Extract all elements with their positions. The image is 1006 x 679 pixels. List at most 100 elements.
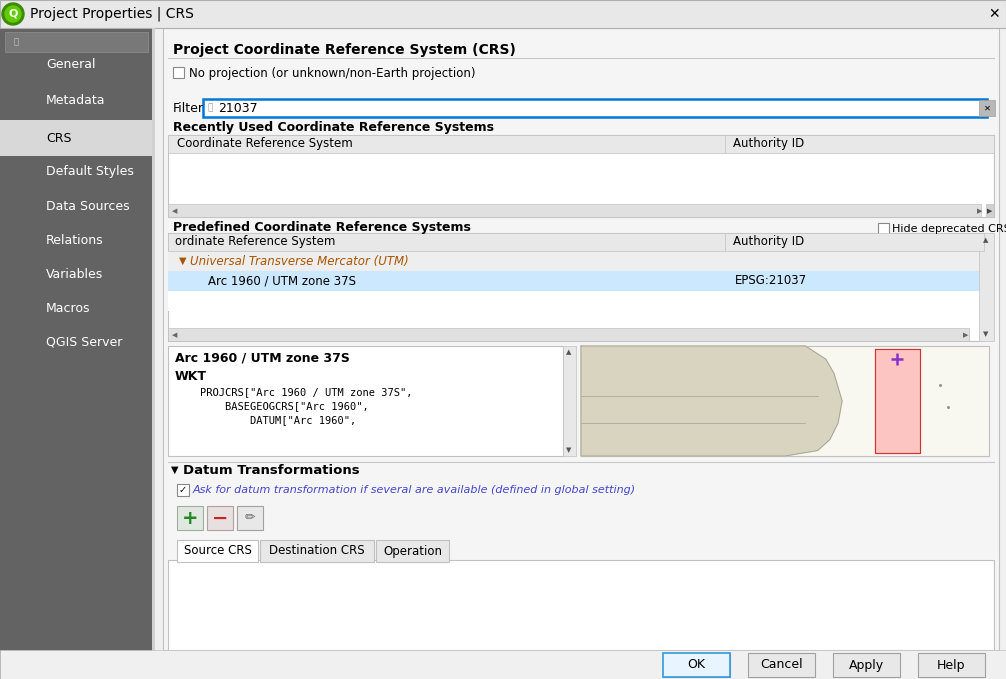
Bar [168,560,994,650]
Text: Apply: Apply [849,659,884,672]
Text: Project Coordinate Reference System (CRS): Project Coordinate Reference System (CRS… [173,43,516,57]
Text: −: − [212,509,228,528]
Text: EPSG:21037: EPSG:21037 [735,274,807,287]
Bar [168,291,984,311]
Text: No projection (or unknown/non-Earth projection): No projection (or unknown/non-Earth proj… [189,67,476,79]
Text: OK: OK [687,659,705,672]
Bar [0,28,155,679]
Text: General: General [46,58,96,71]
Polygon shape [581,346,842,456]
Bar [563,346,576,456]
Text: ▼: ▼ [983,331,989,337]
Text: Predefined Coordinate Reference Systems: Predefined Coordinate Reference Systems [173,221,471,234]
Text: Operation: Operation [383,545,442,557]
Bar [979,233,994,341]
Circle shape [2,3,24,25]
Bar [833,653,900,677]
Bar [979,100,995,116]
Text: ▶: ▶ [987,208,993,214]
Text: Destination CRS: Destination CRS [270,545,365,557]
Text: Arc 1960 / UTM zone 37S: Arc 1960 / UTM zone 37S [175,352,350,365]
Bar [0,650,1006,679]
Bar [918,653,985,677]
Text: Hide deprecated CRSs: Hide deprecated CRSs [892,224,1006,234]
Bar [163,28,999,650]
Bar [168,328,969,341]
Text: ✓: ✓ [179,485,187,495]
Text: BASEGEOGCRS["Arc 1960",: BASEGEOGCRS["Arc 1960", [175,401,369,411]
Text: Recently Used Coordinate Reference Systems: Recently Used Coordinate Reference Syste… [173,122,494,134]
Text: ✕: ✕ [988,7,1000,21]
Bar [5,32,148,52]
Bar [168,346,563,456]
Bar [177,506,203,530]
Bar [986,204,994,217]
Text: Default Styles: Default Styles [46,166,134,179]
Text: Q: Q [8,9,18,19]
Text: WKT: WKT [175,369,207,382]
Text: ▼: ▼ [566,447,571,453]
Text: ▶: ▶ [977,208,983,214]
Bar [168,135,994,153]
Text: ordinate Reference System: ordinate Reference System [175,236,335,249]
Text: Variables: Variables [46,268,104,280]
Bar [748,653,815,677]
Text: 21037: 21037 [218,101,258,115]
Text: ◀: ◀ [172,332,177,338]
Text: Help: Help [938,659,966,672]
Bar [237,506,263,530]
Text: Data Sources: Data Sources [46,200,130,213]
Bar [177,540,258,562]
Text: ✕: ✕ [984,103,991,113]
Text: Authority ID: Authority ID [733,138,804,151]
Text: CRS: CRS [46,132,71,145]
Bar [168,135,994,217]
Text: Macros: Macros [46,301,91,314]
Text: Metadata: Metadata [46,94,106,107]
Text: +: + [182,509,198,528]
Text: Arc 1960 / UTM zone 37S: Arc 1960 / UTM zone 37S [208,274,356,287]
Bar [203,99,987,117]
Text: Coordinate Reference System: Coordinate Reference System [177,138,353,151]
Text: ✏: ✏ [244,511,256,524]
Text: Project Properties | CRS: Project Properties | CRS [30,7,194,21]
Text: Datum Transformations: Datum Transformations [183,464,359,477]
Text: DATUM["Arc 1960",: DATUM["Arc 1960", [175,415,356,425]
Bar [663,653,730,677]
Bar [168,233,984,251]
Text: QGIS Server: QGIS Server [46,335,123,348]
Text: Source CRS: Source CRS [183,545,252,557]
Text: ▼: ▼ [179,256,186,266]
Bar [878,223,889,234]
Circle shape [5,6,21,22]
Bar [260,540,374,562]
Text: Ask for datum transformation if several are available (defined in global setting: Ask for datum transformation if several … [193,485,636,495]
Bar [168,233,984,341]
Text: 🔍: 🔍 [208,103,213,113]
Text: ▲: ▲ [566,349,571,355]
Text: 🔍: 🔍 [14,37,19,46]
Text: ▲: ▲ [983,237,989,243]
Text: ▼: ▼ [171,465,178,475]
Bar [581,346,989,456]
Bar [168,271,984,291]
Bar [168,251,984,271]
Bar [581,346,989,456]
Text: ▶: ▶ [963,332,969,338]
Bar [168,204,981,217]
Bar [0,0,1006,28]
Bar [0,120,152,156]
Text: Filter: Filter [173,101,204,115]
Bar [177,484,189,496]
Polygon shape [875,349,919,453]
Bar [663,653,730,677]
Bar [207,506,233,530]
Text: Universal Transverse Mercator (UTM): Universal Transverse Mercator (UTM) [190,255,408,268]
Text: ◀: ◀ [172,208,177,214]
Text: PROJCRS["Arc 1960 / UTM zone 37S",: PROJCRS["Arc 1960 / UTM zone 37S", [175,387,412,397]
Bar [173,67,184,78]
Text: Authority ID: Authority ID [733,236,804,249]
Text: Cancel: Cancel [761,659,803,672]
Text: Relations: Relations [46,234,104,246]
Bar [376,540,449,562]
